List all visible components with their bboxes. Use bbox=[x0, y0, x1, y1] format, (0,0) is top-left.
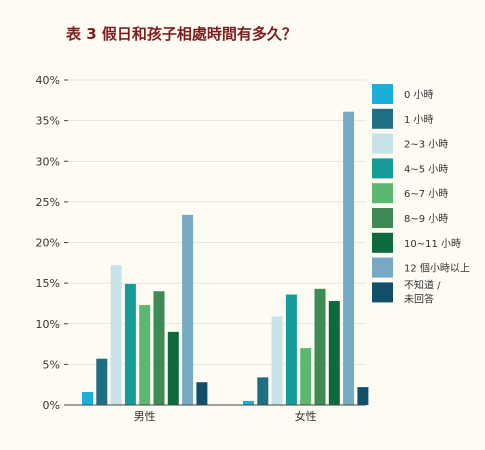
legend-label: 8~9 小時 bbox=[404, 213, 448, 225]
y-tick-label: 30% bbox=[36, 155, 60, 168]
legend-swatch bbox=[372, 84, 393, 104]
bar bbox=[271, 316, 283, 405]
bar bbox=[328, 301, 340, 405]
bar bbox=[182, 214, 194, 405]
legend-label: 4~5 小時 bbox=[404, 163, 448, 175]
legend: 0 小時 1 小時 2~3 小時 4~5 小時 6~7 小時 8~9 小時 10~11 小時… bbox=[372, 84, 470, 305]
bar bbox=[124, 283, 136, 405]
y-tick-label: 5% bbox=[43, 358, 60, 371]
y-tick-label: 15% bbox=[36, 277, 60, 290]
x-category-label: 男性 bbox=[134, 409, 156, 423]
y-tick-label: 35% bbox=[36, 115, 60, 128]
y-axis: 0% 5% 10% 15% 20% 25% 30% 35% 40% bbox=[36, 74, 68, 412]
bar bbox=[82, 392, 93, 405]
legend-swatch bbox=[372, 108, 393, 129]
bar bbox=[96, 358, 108, 405]
legend-label: 10~11 小時 bbox=[404, 238, 461, 250]
bar bbox=[257, 377, 269, 405]
bar bbox=[343, 111, 355, 405]
legend-swatch bbox=[372, 257, 393, 278]
bar bbox=[196, 382, 208, 405]
legend-label: 未回答 bbox=[404, 292, 434, 305]
bar bbox=[314, 288, 326, 405]
bars bbox=[82, 111, 369, 405]
legend-label: 12 個小時以上 bbox=[404, 262, 470, 275]
legend-label: 不知道 / bbox=[404, 278, 441, 291]
bar bbox=[285, 294, 297, 405]
legend-swatch bbox=[372, 158, 393, 179]
bar bbox=[357, 387, 369, 405]
legend-swatch bbox=[372, 232, 393, 253]
bar bbox=[243, 400, 254, 405]
legend-swatch bbox=[372, 133, 393, 154]
y-tick-label: 25% bbox=[36, 196, 60, 209]
y-tick-label: 0% bbox=[43, 399, 60, 412]
bar bbox=[110, 265, 122, 405]
legend-label: 0 小時 bbox=[404, 89, 434, 101]
legend-swatch bbox=[372, 208, 393, 228]
bar bbox=[167, 331, 179, 405]
x-axis-categories: 男性 女性 bbox=[134, 409, 317, 423]
y-tick-label: 40% bbox=[36, 74, 60, 87]
legend-swatch bbox=[372, 282, 393, 303]
legend-label: 2~3 小時 bbox=[404, 139, 448, 151]
bar bbox=[139, 305, 151, 405]
y-tick-label: 20% bbox=[36, 237, 60, 250]
legend-label: 1 小時 bbox=[404, 114, 434, 126]
x-category-label: 女性 bbox=[295, 409, 317, 423]
bar bbox=[300, 348, 312, 405]
legend-swatch bbox=[372, 183, 393, 204]
chart-title: 表 3 假日和孩子相處時間有多久？ bbox=[66, 25, 297, 43]
legend-label: 6~7 小時 bbox=[404, 188, 448, 200]
y-tick-label: 10% bbox=[36, 318, 60, 331]
bar bbox=[153, 291, 165, 405]
